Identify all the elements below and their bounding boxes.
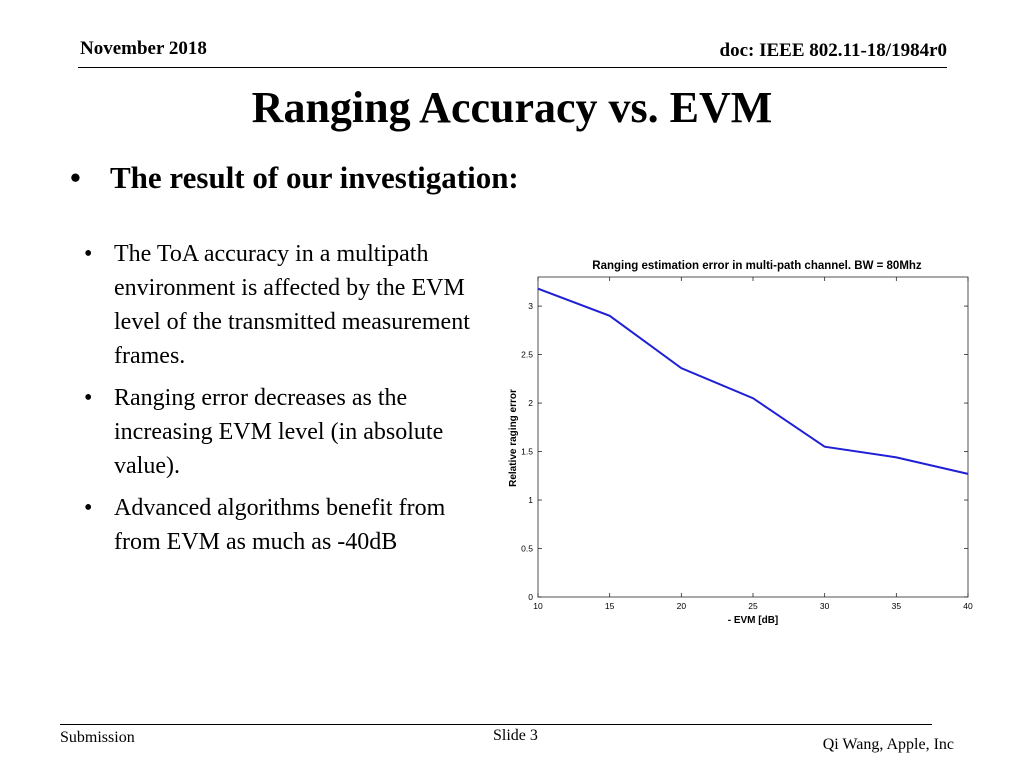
x-tick-labels: 10 15 20 25 30 35 40 <box>533 601 973 611</box>
footer-author: Qi Wang, Apple, Inc <box>822 736 954 753</box>
bullet-glyph: • <box>84 495 93 521</box>
chart-title: Ranging estimation error in multi-path c… <box>592 260 922 272</box>
x-tick-label: 10 <box>533 601 543 611</box>
y-tick-label: 0.5 <box>521 544 533 554</box>
bullet-item: • The ToA accuracy in a multipath environ… <box>84 237 474 373</box>
y-tick-label: 0 <box>528 592 533 602</box>
y-tick-label: 1 <box>528 495 533 505</box>
x-axis-label: - EVM [dB] <box>728 615 779 626</box>
header-divider <box>78 67 947 68</box>
y-tick-label: 2.5 <box>521 350 533 360</box>
y-tick-labels: 0 0.5 1 1.5 2 2.5 3 <box>521 301 533 602</box>
evm-error-chart: Ranging estimation error in multi-path c… <box>508 260 973 626</box>
footer-slide-number: Slide 3 <box>493 727 538 744</box>
bullet-text: Advanced algorithms benefit from from EV… <box>114 495 446 555</box>
bullet-item: • Advanced algorithms benefit from from E… <box>84 491 474 559</box>
lead-bullet-text: The result of our investigation: <box>110 160 519 195</box>
x-tick-label: 35 <box>892 601 902 611</box>
header-doc-id: doc: IEEE 802.11-18/1984r0 <box>719 40 947 61</box>
series-line <box>537 287 969 475</box>
slide-title: Ranging Accuracy vs. EVM <box>251 83 773 132</box>
footer-submission: Submission <box>60 729 135 746</box>
y-axis-label: Relative raging error <box>508 389 519 487</box>
footer-divider <box>60 724 932 725</box>
bullet-item: • Ranging error decreases as the increasi… <box>84 381 474 483</box>
x-tick-label: 20 <box>677 601 687 611</box>
y-tick-label: 3 <box>528 301 533 311</box>
x-tick-label: 15 <box>605 601 615 611</box>
bullet-text: The ToA accuracy in a multipath environm… <box>114 241 470 369</box>
y-tick-label: 2 <box>528 398 533 408</box>
lead-bullet-glyph: • <box>70 160 81 195</box>
plot-area <box>537 276 969 598</box>
bullet-text: Ranging error decreases as the increasin… <box>114 385 444 479</box>
lead-bullet: • The result of our investigation: <box>70 160 519 196</box>
bullet-glyph: • <box>84 385 93 411</box>
bullet-list: • The ToA accuracy in a multipath environ… <box>84 237 474 567</box>
bullet-glyph: • <box>84 241 93 267</box>
header-date: November 2018 <box>80 38 207 59</box>
x-tick-label: 25 <box>748 601 758 611</box>
x-tick-label: 30 <box>820 601 830 611</box>
x-tick-label: 40 <box>963 601 973 611</box>
tick-marks <box>537 277 969 598</box>
y-tick-label: 1.5 <box>521 447 533 457</box>
